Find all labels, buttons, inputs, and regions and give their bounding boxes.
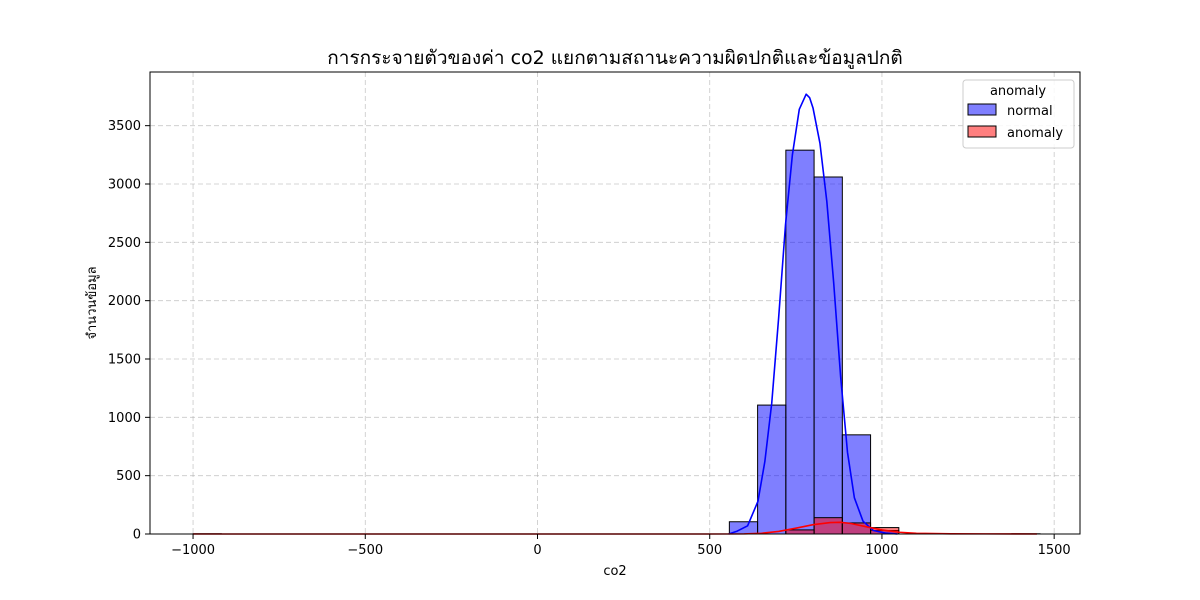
bar-normal	[757, 404, 787, 535]
y-tick-label: 500	[116, 469, 141, 484]
chart-title: การกระจายตัวของค่า co2 แยกตามสถานะความผิ…	[327, 47, 902, 69]
y-tick-label: 2000	[108, 294, 141, 309]
bar-normal	[785, 149, 815, 535]
y-tick-label: 1500	[108, 353, 141, 368]
bar-anomaly	[785, 529, 815, 535]
bar-normal	[813, 176, 843, 535]
y-tick-label: 3000	[108, 178, 141, 193]
y-tick-label: 2500	[108, 236, 141, 251]
kde-line-normal	[728, 93, 898, 535]
legend-label-anomaly: anomaly	[1007, 126, 1063, 141]
legend-label-normal: normal	[1007, 104, 1053, 119]
x-tick-label: −500	[347, 543, 383, 558]
legend-title: anomaly	[990, 84, 1046, 99]
x-tick-label: −1000	[171, 543, 215, 558]
plot-frame	[149, 71, 1081, 535]
y-tick-label: 1000	[108, 411, 141, 426]
x-tick-label: 1500	[1038, 543, 1071, 558]
kde-line-anomaly	[193, 521, 1037, 535]
x-tick-label: 1000	[865, 543, 898, 558]
y-tick-label: 0	[133, 528, 141, 543]
y-axis-label: จำนวนข้อมูล	[85, 266, 100, 339]
x-axis-ticks: −1000 −500 0 500 1000 1500	[171, 534, 1071, 558]
legend: anomaly normal anomaly	[962, 79, 1075, 149]
grid	[150, 72, 1080, 535]
kde-curves	[193, 93, 1037, 535]
legend-swatch-normal	[967, 103, 997, 116]
legend-swatch-anomaly	[967, 125, 997, 138]
y-axis-ticks: 0 500 1000 1500 2000 2500 3000 3500	[108, 119, 150, 543]
bar-anomaly	[813, 517, 843, 535]
x-tick-label: 0	[533, 543, 541, 558]
y-tick-label: 3500	[108, 119, 141, 134]
x-tick-label: 500	[697, 543, 722, 558]
x-axis-label: co2	[603, 564, 626, 579]
